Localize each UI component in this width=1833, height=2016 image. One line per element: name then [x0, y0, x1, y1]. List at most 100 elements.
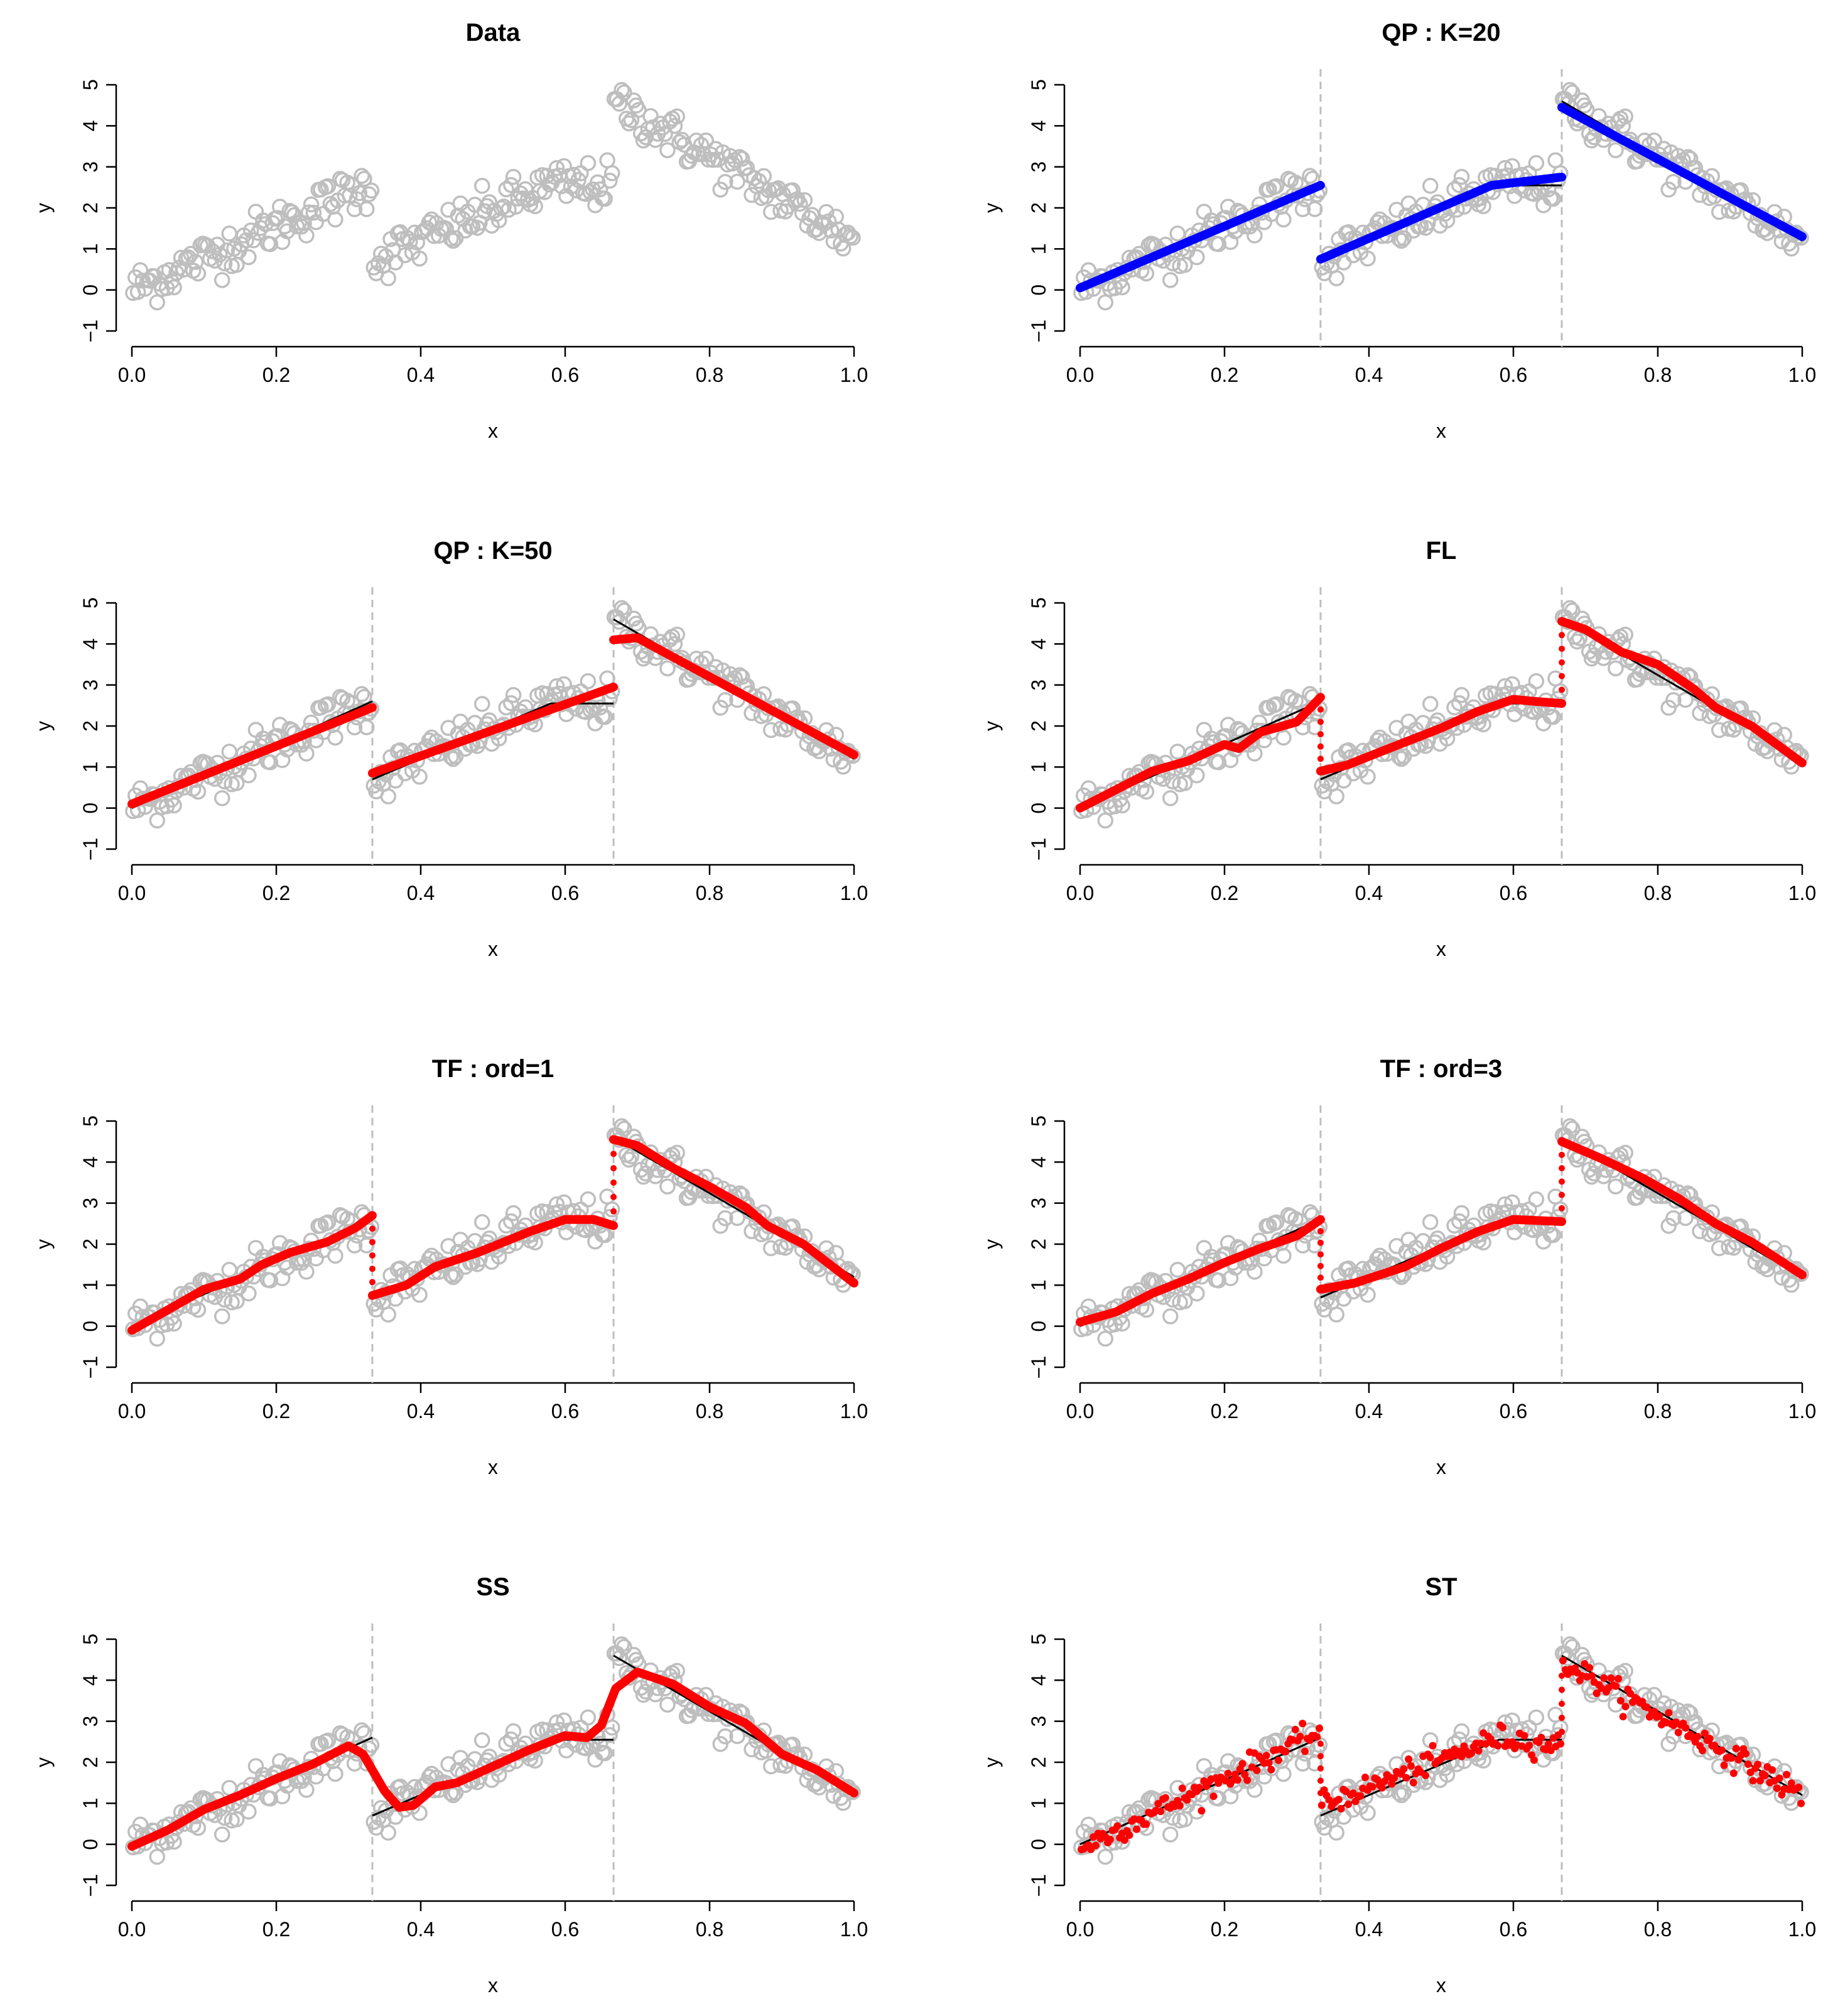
data-point: [1439, 730, 1456, 747]
data-point: [592, 1735, 608, 1752]
data-point: [784, 182, 801, 198]
data-point: [445, 751, 462, 767]
fit-jump-point: [1559, 686, 1565, 693]
fit-series: [127, 1135, 858, 1335]
fit-point: [1317, 1801, 1326, 1809]
y-tick-label: 2: [79, 720, 102, 732]
data-point: [221, 1262, 237, 1278]
data-point: [354, 686, 370, 702]
fit-point: [1400, 1765, 1408, 1773]
fit-point: [1699, 1747, 1707, 1755]
fit-jump-point: [1559, 1205, 1565, 1211]
data-point: [620, 1151, 637, 1168]
data-point: [1294, 201, 1311, 217]
data-points: [1073, 82, 1809, 311]
data-point: [1545, 190, 1561, 207]
data-point: [580, 1191, 597, 1208]
data-point: [1393, 751, 1410, 767]
fit-point: [1132, 1825, 1140, 1833]
y-tick-label: 1: [79, 761, 102, 772]
x-tick-label: 0.0: [1066, 882, 1094, 904]
data-point: [811, 1779, 828, 1796]
fit-point: [1409, 1779, 1417, 1787]
panel-8: ST 0.0 0.2 0.4 0.6 0.8 1.0 −1 0 1 2 3 4 5 x y: [980, 1573, 1816, 1997]
fit-jump-point: [1317, 718, 1324, 725]
fit-point: [1530, 1756, 1538, 1764]
fit-jump-point: [1559, 1672, 1565, 1679]
data-point: [1097, 1848, 1113, 1865]
fit-point: [1587, 1672, 1596, 1680]
fit-point: [1253, 1766, 1261, 1774]
panel-title: QP : K=50: [433, 537, 552, 565]
y-tick-label: 1: [79, 243, 102, 254]
data-point: [729, 1728, 745, 1745]
data-point: [503, 1213, 519, 1230]
fit-jump-point: [369, 1252, 376, 1259]
fit-point: [1520, 1731, 1528, 1740]
fit-line: [1076, 1215, 1325, 1327]
y-tick-label: 5: [79, 1634, 102, 1645]
data-point: [580, 673, 597, 690]
data-point: [421, 214, 438, 230]
data-point: [380, 1306, 396, 1323]
x-tick-label: 0.8: [1644, 882, 1672, 904]
y-tick-label: −1: [79, 320, 102, 342]
data-point: [840, 224, 857, 241]
data-point: [1395, 1784, 1412, 1801]
x-tick-label: 1.0: [1788, 364, 1816, 386]
data-point: [421, 732, 438, 749]
data-point: [818, 1240, 835, 1257]
fit-point: [1674, 1728, 1682, 1737]
y-tick-label: 3: [1027, 161, 1050, 173]
data-point: [1451, 176, 1468, 193]
fit-point: [1787, 1779, 1795, 1787]
data-point: [1733, 182, 1749, 198]
x-tick-label: 0.6: [1500, 882, 1527, 904]
data-point: [548, 1196, 565, 1213]
data-point: [1371, 1247, 1388, 1264]
x-axis-label: x: [488, 1456, 498, 1478]
data-point: [149, 1330, 165, 1347]
x-tick-label: 0.6: [551, 364, 579, 386]
y-tick-label: 3: [79, 161, 102, 173]
data-point: [1395, 230, 1412, 247]
fit-point: [1238, 1760, 1246, 1768]
data-point: [604, 165, 620, 182]
data-point: [1759, 743, 1776, 759]
fit-point: [1732, 1745, 1740, 1753]
data-point: [845, 229, 861, 246]
data-point: [438, 220, 454, 237]
fit-point: [1773, 1784, 1781, 1792]
y-axis-label: y: [32, 1239, 55, 1249]
fit-point: [1299, 1720, 1307, 1728]
data-point: [505, 1205, 522, 1222]
data-point: [1189, 249, 1205, 266]
data-point: [221, 225, 237, 242]
fit-point: [1388, 1780, 1396, 1788]
fit-point: [1157, 1807, 1165, 1816]
fit-point: [1183, 1796, 1191, 1804]
fit-point: [1614, 1675, 1623, 1683]
fit-point: [1291, 1725, 1299, 1733]
data-point: [616, 1639, 632, 1656]
fit-point: [1106, 1835, 1114, 1843]
fit-jump-point: [610, 1193, 617, 1200]
data-point: [717, 1728, 733, 1745]
data-point: [1665, 173, 1682, 190]
panel-title: Data: [466, 19, 521, 46]
data-point: [1665, 1210, 1682, 1227]
fit-point: [1706, 1735, 1714, 1743]
y-axis-label: y: [980, 1239, 1003, 1249]
y-tick-label: 2: [79, 1757, 102, 1768]
y-tick-label: 2: [1027, 1238, 1050, 1250]
data-point: [614, 1118, 630, 1135]
data-point: [683, 1184, 700, 1200]
x-tick-label: 0.8: [1644, 364, 1672, 386]
fit-point: [1243, 1776, 1252, 1784]
data-point: [1307, 1755, 1323, 1772]
data-point: [1131, 1800, 1147, 1817]
data-point: [784, 1737, 801, 1753]
data-point: [293, 218, 310, 235]
y-tick-label: 0: [79, 285, 102, 296]
panel-6: TF : ord=3 0.0 0.2 0.4 0.6 0.8 1.0 −1 0 1 2 3 4 5 x y: [980, 1055, 1816, 1478]
